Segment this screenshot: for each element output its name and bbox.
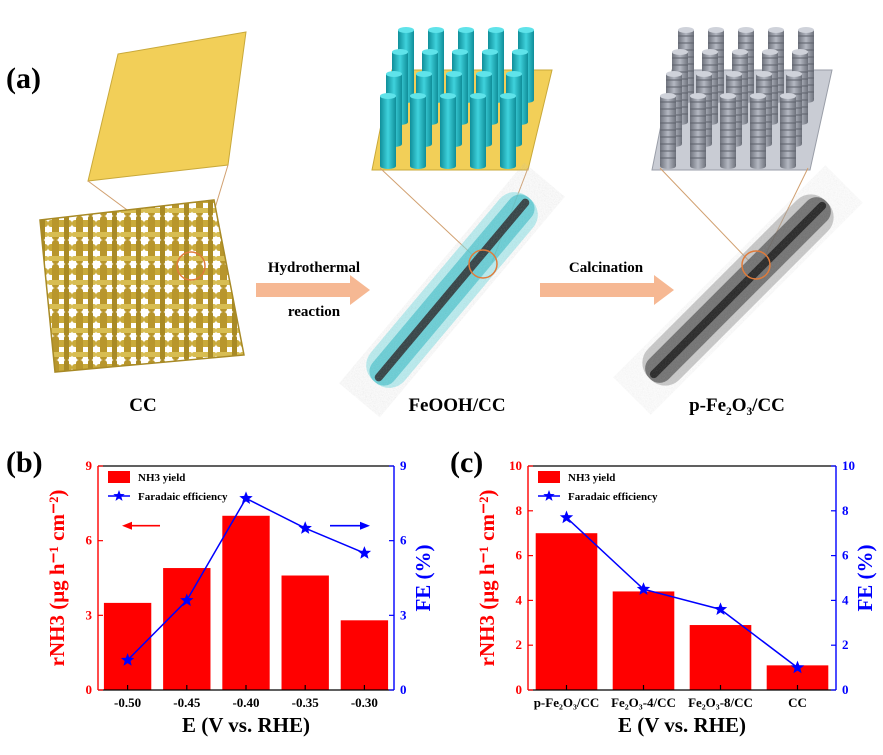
- bar--0.50: [103, 602, 152, 690]
- y2-tick-label: 0: [842, 682, 849, 697]
- y-tick-label: 0: [516, 682, 523, 697]
- nanorod: [720, 93, 736, 169]
- y2-tick-label: 6: [842, 548, 849, 563]
- y-tick-label: 8: [516, 503, 523, 518]
- legend-label-bar: NH3 yield: [568, 472, 615, 484]
- fe-point--0.40: [239, 491, 253, 504]
- nanorod: [750, 93, 766, 169]
- nanorod: [500, 93, 516, 169]
- y-tick-label: 3: [86, 607, 93, 622]
- y-tick-label: 6: [86, 533, 93, 548]
- x-tick-label: -0.45: [173, 695, 201, 710]
- x-axis-title: E (V vs. RHE): [618, 713, 746, 737]
- process-arrow-2: [540, 275, 674, 305]
- fe-point-Fe₂O₃-8/CC: [713, 602, 728, 615]
- fe-point-Fe₂O₃-4/CC: [636, 582, 651, 595]
- x-axis-title: E (V vs. RHE): [182, 713, 310, 737]
- y2-tick-label: 2: [842, 637, 849, 652]
- legend-swatch-bar: [108, 471, 130, 483]
- fe2o3-fiber-image: [642, 194, 834, 386]
- y-axis-title: rNH3 (μg h⁻¹ cm⁻²): [45, 490, 69, 667]
- bar-p-Fe₂O₃/CC: [535, 533, 598, 690]
- legend-marker: [113, 490, 125, 501]
- stage-label-fe2o3: p-Fe₂O₃/CC: [689, 395, 785, 416]
- legend-label-line: Faradaic efficiency: [138, 491, 228, 503]
- y2-tick-label: 10: [842, 458, 855, 473]
- panel-c-chart: (c) 0 2 4 6 8 10 0 2 4 6 8 10 p-Fe₂O₃/CC Fe₂O₃-4/CC Fe…: [450, 446, 877, 737]
- legend-swatch-bar: [538, 471, 560, 483]
- panel-b-label: (b): [6, 446, 43, 479]
- y2-tick-label: 6: [400, 533, 407, 548]
- cc-sheet: [87, 31, 247, 182]
- left-axis-arrowhead: [122, 521, 132, 530]
- nanorod: [660, 93, 676, 169]
- process-1-line-2: reaction: [288, 304, 341, 320]
- panel-a: (a) CC Hydrothermal reaction FeOOH/CC Ca…: [6, 27, 834, 416]
- bar--0.40: [222, 515, 270, 690]
- y2-tick-label: 8: [842, 503, 849, 518]
- bar--0.30: [340, 620, 389, 690]
- panel-b-chart: (b) 0 3 6 9 0 3 6 9 -0.50 -0.45 -0.40 -0.35 -0.30 E (…: [6, 446, 435, 737]
- y-tick-label: 6: [516, 548, 523, 563]
- x-tick-label: -0.30: [351, 695, 378, 710]
- fe-point--0.30: [357, 546, 372, 559]
- y2-tick-label: 4: [842, 592, 849, 607]
- y2-tick-label: 0: [400, 682, 407, 697]
- legend-label-bar: NH3 yield: [138, 472, 185, 484]
- process-2-label: Calcination: [569, 260, 644, 276]
- bar-Fe₂O₃-8/CC: [689, 625, 752, 690]
- x-tick-label: -0.50: [114, 695, 141, 710]
- y-tick-label: 0: [86, 682, 93, 697]
- panel-a-label: (a): [6, 62, 41, 95]
- zoom-circle: [176, 251, 206, 281]
- legend-label-line: Faradaic efficiency: [568, 491, 658, 503]
- carbon-cloth-image: [39, 199, 245, 373]
- y2-axis-title: FE (%): [853, 544, 877, 611]
- fe-point--0.35: [298, 521, 312, 534]
- y-tick-label: 9: [86, 458, 93, 473]
- y2-tick-label: 9: [400, 458, 407, 473]
- bar--0.35: [281, 575, 329, 690]
- stage-label-cc: CC: [129, 395, 156, 416]
- process-arrow-1: [256, 275, 370, 305]
- nanorod: [410, 93, 426, 169]
- feooh-fiber-image: [366, 192, 538, 388]
- process-1-line-1: Hydrothermal: [268, 260, 360, 276]
- x-tick-label: -0.35: [292, 695, 320, 710]
- x-tick-label: CC: [788, 695, 807, 710]
- y-axis-title: rNH3 (μg h⁻¹ cm⁻²): [475, 490, 499, 667]
- right-axis-arrowhead: [360, 521, 370, 530]
- fe-point--0.45: [180, 593, 194, 607]
- stage-label-feooh: FeOOH/CC: [408, 395, 505, 416]
- fe2o3-nanorod-array: [660, 27, 814, 169]
- y-tick-label: 4: [516, 592, 523, 607]
- legend-marker: [543, 490, 555, 501]
- nanorod: [440, 93, 456, 169]
- x-tick-label: Fe₂O₃-4/CC: [611, 695, 676, 710]
- y2-axis-title: FE (%): [411, 544, 435, 611]
- fe-point-p-Fe₂O₃/CC: [559, 510, 574, 524]
- bar-Fe₂O₃-4/CC: [612, 591, 675, 690]
- zoom-line: [659, 167, 751, 263]
- feooh-nanorod-array: [380, 27, 534, 169]
- x-tick-label: p-Fe₂O₃/CC: [534, 695, 600, 710]
- fe-point--0.50: [120, 653, 135, 666]
- fe-point-CC: [790, 660, 805, 674]
- y2-tick-label: 3: [400, 607, 407, 622]
- nanorod: [690, 93, 706, 169]
- y-tick-label: 10: [509, 458, 522, 473]
- panel-c-label: (c): [450, 446, 483, 479]
- nanorod: [380, 93, 396, 169]
- nanorod: [780, 93, 796, 169]
- x-tick-label: -0.40: [232, 695, 259, 710]
- x-tick-label: Fe₂O₃-8/CC: [688, 695, 753, 710]
- y-tick-label: 2: [516, 637, 523, 652]
- zoom-circle: [468, 249, 498, 279]
- nanorod: [470, 93, 486, 169]
- fe-line: [565, 516, 798, 669]
- zoom-circle: [741, 250, 771, 280]
- bar--0.45: [163, 568, 211, 690]
